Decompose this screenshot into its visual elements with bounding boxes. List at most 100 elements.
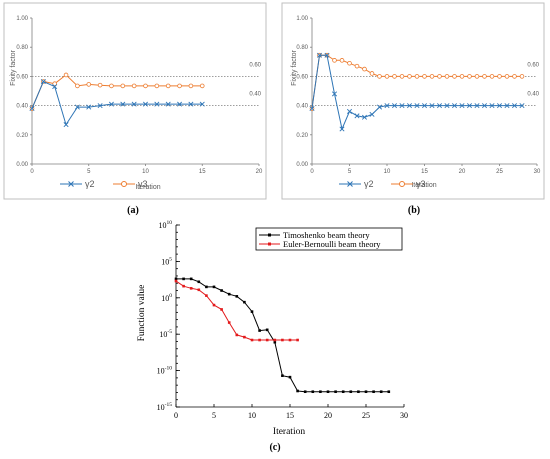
panel-a-gamma2-point xyxy=(97,103,103,109)
legend-c-euler-marker xyxy=(268,242,271,246)
panel-b-series-gamma2-line xyxy=(311,54,522,131)
panel-b-gamma2-point xyxy=(511,103,518,109)
panel-a-gamma2-point xyxy=(63,122,69,128)
panel-b-gamma2-point xyxy=(489,103,495,109)
panel-a-gamma2-point xyxy=(52,84,58,90)
panel-b-gamma2-point xyxy=(519,103,525,109)
panel-b-gamma2-point xyxy=(331,91,338,97)
panel-a-series-gamma2-line xyxy=(31,80,203,126)
panel-b-gamma3-point xyxy=(392,74,397,79)
panel-b-gamma3-point xyxy=(399,74,405,79)
panel-a-xlabel: Iteration xyxy=(135,184,160,191)
panel-c-euler-point xyxy=(189,287,193,290)
panel-a-ref-label: 0.40 xyxy=(249,92,261,98)
panel-c-timoshenko-point xyxy=(250,310,254,313)
panel-b-gamma3-point xyxy=(482,74,487,79)
panel-b-ytick-label: 0.00 xyxy=(296,162,308,168)
panel-a-xtick-label: 15 xyxy=(199,169,206,175)
panel-c-timoshenko-point xyxy=(341,390,345,394)
panel-c-euler-point xyxy=(258,338,261,342)
caption-b: (b) xyxy=(408,205,420,216)
panel-c-timoshenko-point xyxy=(303,390,307,394)
panel-b-gamma3-point xyxy=(422,74,427,79)
panel-a-ytick-label: 0.80 xyxy=(16,45,28,51)
panel-c-euler-point xyxy=(296,338,299,342)
panel-c-euler-point xyxy=(197,288,201,292)
panel-a-gamma2-point xyxy=(177,101,183,107)
panel-c-timoshenko-point xyxy=(182,277,185,281)
panel-a-gamma3-point xyxy=(97,82,103,88)
panel-c-euler-point xyxy=(243,335,246,339)
panel-b-gamma3-point xyxy=(362,66,367,72)
panel-a-gamma3-point xyxy=(199,83,205,89)
panel-b-gamma2-point xyxy=(414,103,420,109)
panel-b-gamma3-point xyxy=(519,74,525,79)
panel-b-gamma3-point xyxy=(414,74,420,79)
panel-c-xtick-label: 0 xyxy=(174,411,178,420)
panel-c-timoshenko-point xyxy=(265,328,269,332)
panel-c-timoshenko-point xyxy=(258,329,261,332)
panel-b-gamma2-point xyxy=(384,103,390,109)
panel-b-ytick-label: 0.80 xyxy=(296,45,308,51)
panel-a-gamma3-point xyxy=(75,83,80,89)
panel-c-timoshenko-point xyxy=(326,390,330,394)
panel-a-gamma2-point xyxy=(74,104,80,110)
panel-b-gamma2-point xyxy=(391,103,398,109)
panel-c-xtick-label: 10 xyxy=(248,411,256,420)
panel-b-frame xyxy=(281,2,545,200)
panel-b-xtick-label: 25 xyxy=(496,169,503,175)
panel-b-gamma3-point xyxy=(474,74,480,79)
panel-c-ytick-label: 105 xyxy=(161,256,172,266)
panel-c-euler-point xyxy=(265,338,269,342)
panel-b-xtick-label: 10 xyxy=(384,169,391,175)
legend-c-euler-label: Euler-Bernoulli beam theory xyxy=(283,239,381,249)
panel-a-gamma3-point xyxy=(165,83,171,89)
panel-b-gamma3-point xyxy=(429,74,435,79)
panel-b-gamma3-point xyxy=(347,60,352,66)
panel-b-gamma2-point xyxy=(316,52,323,58)
panel-a-gamma2-point xyxy=(188,101,194,107)
panel-c-series-euler-line xyxy=(175,280,298,341)
panel-c-euler-point xyxy=(227,321,231,324)
panel-b-gamma2-point xyxy=(399,103,405,109)
panel-c-ytick-label: 10-10 xyxy=(157,366,173,376)
legend-a-gamma3-label: γ3 xyxy=(138,179,148,189)
panel-a-gamma3-point xyxy=(52,81,57,86)
panel-a-gamma3-point xyxy=(177,83,182,89)
panel-b-gamma3-point xyxy=(377,74,382,79)
panel-c-ytick-label: 10-5 xyxy=(159,329,172,339)
panel-c-timoshenko-point xyxy=(174,277,178,281)
panel-c-xtick-label: 20 xyxy=(324,411,332,420)
panel-b-ref-label: 0.60 xyxy=(527,62,539,68)
panel-c-euler-point xyxy=(205,294,208,297)
panel-b-ylabel: Fixity factor xyxy=(291,49,298,85)
panel-b-gamma2-point xyxy=(459,103,465,109)
panel-c-xtick-label: 30 xyxy=(400,411,408,420)
panel-c-euler-point xyxy=(281,338,284,342)
panel-c-ytick-label: 1010 xyxy=(159,220,173,230)
panel-b-gamma2-point xyxy=(436,103,443,109)
panel-a-ytick-label: 0.20 xyxy=(16,133,28,139)
legend-b-gamma2-marker xyxy=(347,181,353,187)
panel-b-gamma3-point xyxy=(452,74,457,79)
panel-c-timoshenko-point xyxy=(364,390,368,394)
panel-b-xtick-label: 0 xyxy=(310,169,314,175)
panel-c-timoshenko-point xyxy=(379,390,383,394)
panel-a-gamma2-point xyxy=(86,104,92,110)
panel-c-timoshenko-point xyxy=(311,390,315,394)
panel-b-gamma2-point xyxy=(346,108,353,114)
panel-a-ytick-label: 0.60 xyxy=(16,74,28,80)
panel-c-timoshenko-point xyxy=(319,390,322,394)
panel-b-ytick-label: 0.60 xyxy=(296,74,308,80)
panel-b-gamma2-point xyxy=(339,126,345,132)
panel-c-ytick-label: 10-15 xyxy=(157,402,173,412)
panel-b-ref-label: 0.40 xyxy=(527,92,539,98)
panel-b-gamma3-point xyxy=(467,74,472,79)
panel-c-timoshenko-point xyxy=(205,285,208,289)
panel-a-gamma2-point xyxy=(165,101,171,107)
panel-b-plot: 0.00 0.20 0.40 0.60 0.80 1.00 0 5 10 15 20 25 30 0.60… xyxy=(296,16,541,175)
panel-c-timoshenko-point xyxy=(197,280,201,284)
panel-c-plot: 10-15 10-10 10-5 100 105 1010 0 5 10 15 20 25 30 xyxy=(157,220,408,420)
panel-b-gamma2-point xyxy=(429,103,435,109)
panel-a-gamma3-point xyxy=(63,72,69,78)
